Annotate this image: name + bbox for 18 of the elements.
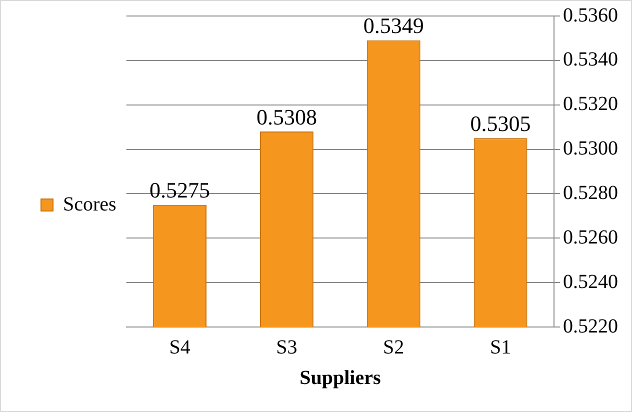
y-tick-label: 0.5220 [563,315,618,338]
x-axis-title: Suppliers [300,367,381,390]
data-label: 0.5308 [256,104,317,130]
y-tick-label: 0.5320 [563,93,618,116]
x-tick-label: S4 [169,336,190,358]
data-label: 0.5305 [470,110,531,136]
x-tick-label: S2 [383,336,404,358]
legend-label: Scores [63,193,117,216]
data-label: 0.5275 [150,178,210,203]
x-tick-label: S1 [490,336,512,358]
y-tick-label: 0.5300 [563,138,618,160]
y-tick-label: 0.5280 [563,182,618,204]
y-tick-label: 0.5340 [563,48,618,71]
y-tick-label: 0.5360 [563,4,618,26]
y-tick-label: 0.5240 [563,270,618,293]
x-tick-label: S3 [276,336,298,358]
data-label: 0.5349 [363,13,424,38]
y-tick-label: 0.5260 [563,226,618,248]
